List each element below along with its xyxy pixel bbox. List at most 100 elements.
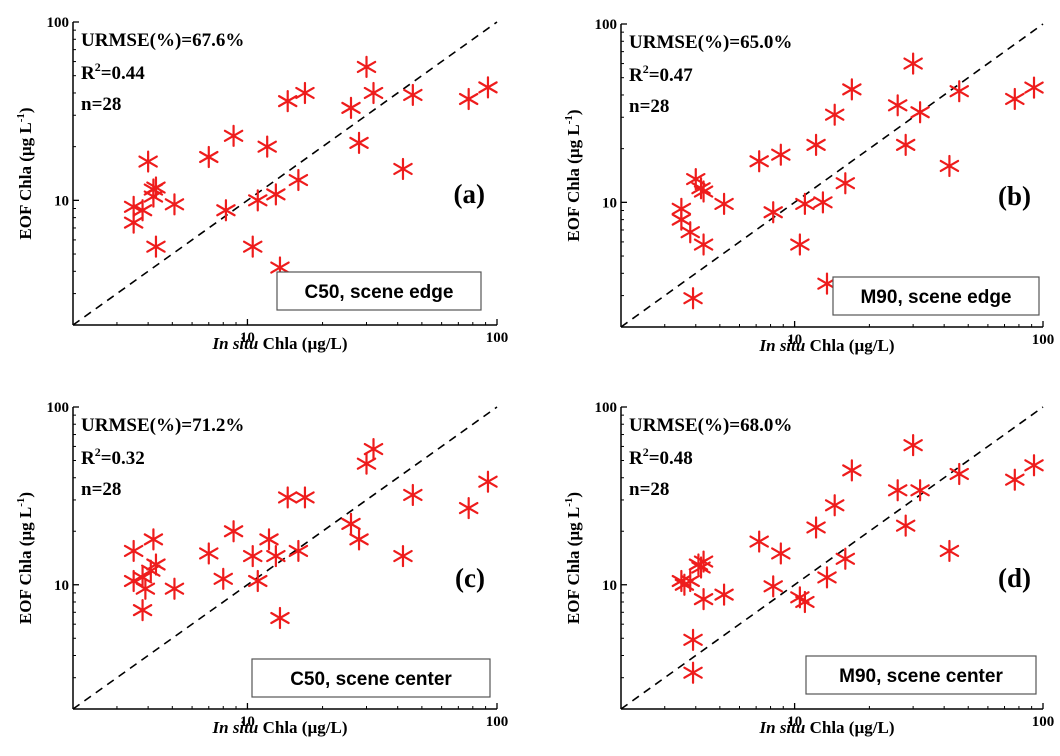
- x-tick-label: 10: [240, 714, 255, 730]
- data-point: [393, 544, 413, 568]
- data-point: [806, 516, 826, 539]
- data-point: [1005, 87, 1025, 111]
- data-point: [223, 124, 244, 147]
- scene-label-box: [276, 271, 482, 311]
- scene-label-box: [832, 276, 1040, 316]
- data-point: [132, 566, 153, 589]
- data-point: [199, 145, 219, 169]
- data-point: [123, 539, 144, 563]
- y-axis-title-main: EOF Chla (µg L: [16, 507, 35, 624]
- data-point: [216, 199, 236, 222]
- y-axis-title-end: ): [16, 492, 35, 498]
- data-point: [749, 530, 769, 553]
- data-point: [813, 191, 833, 214]
- data-point: [356, 55, 377, 79]
- x-tick-label: 100: [486, 714, 509, 730]
- panel-tag: (b): [998, 181, 1031, 211]
- data-point: [341, 512, 361, 535]
- data-point: [887, 479, 908, 502]
- x-axis-title-italic: In situ: [759, 336, 806, 355]
- chart-panel-a: 10 100 10 100 In situ Chla (µg/L) EOF Chla (µ…: [15, 15, 508, 353]
- data-point: [288, 539, 309, 563]
- data-point: [817, 566, 837, 589]
- data-point: [771, 143, 791, 166]
- y-axis-title: EOF Chla (µg L-1): [563, 109, 583, 241]
- y-axis-title-end: ): [16, 107, 35, 113]
- data-point: [123, 195, 144, 218]
- x-tick-label: 100: [1032, 714, 1055, 730]
- data-point: [363, 437, 384, 461]
- y-axis-title-sup: -1: [15, 113, 27, 122]
- data-point: [270, 606, 290, 630]
- one-to-one-line: [620, 23, 1044, 328]
- data-point: [164, 193, 185, 216]
- scene-label-box: [805, 655, 1037, 695]
- data-point: [143, 178, 164, 201]
- data-point: [683, 287, 703, 310]
- x-axis-title: In situ Chla (µg/L): [759, 336, 895, 355]
- data-point: [341, 96, 361, 119]
- data-point: [714, 192, 734, 216]
- data-point: [842, 459, 862, 482]
- x-axis-title-rest: Chla (µg/L): [258, 334, 347, 353]
- data-point: [939, 154, 960, 178]
- data-point: [242, 544, 263, 568]
- chart-panel-b: 10 100 10 100 In situ Chla (µg/L) EOF Chla (µ…: [563, 17, 1054, 355]
- data-point: [1024, 76, 1044, 99]
- data-point: [835, 547, 856, 570]
- data-point: [949, 462, 969, 486]
- data-point: [691, 556, 711, 579]
- data-point: [835, 172, 856, 195]
- data-point: [680, 221, 700, 244]
- y-tick-label: 100: [47, 15, 70, 31]
- x-axis-title-rest: Chla (µg/L): [805, 336, 894, 355]
- y-axis-title-sup: -1: [15, 498, 27, 507]
- data-point: [295, 81, 315, 105]
- data-point: [135, 577, 156, 600]
- x-axis-title-rest: Chla (µg/L): [805, 718, 894, 737]
- data-point: [939, 539, 960, 563]
- data-point: [824, 494, 845, 517]
- x-axis-title-italic: In situ: [212, 718, 259, 737]
- data-point: [671, 569, 692, 593]
- data-point: [714, 583, 734, 606]
- y-tick-label: 100: [595, 17, 618, 33]
- y-axis-title-sup: -1: [563, 498, 575, 507]
- data-point: [248, 569, 268, 593]
- data-point: [693, 588, 714, 611]
- data-point: [146, 235, 166, 258]
- data-point: [248, 189, 268, 212]
- panel-tag: (a): [454, 179, 485, 209]
- r-squared-stat: R2=0.44: [81, 60, 145, 84]
- data-point: [143, 528, 164, 551]
- x-tick-label: 10: [787, 332, 802, 348]
- data-point: [795, 590, 815, 614]
- data-point: [138, 150, 158, 173]
- data-point: [277, 486, 298, 509]
- scene-label: M90, scene edge: [860, 287, 1011, 308]
- data-point: [790, 233, 810, 256]
- chart-panel-c: 10 100 10 100 In situ Chla (µg/L) EOF Chla (µ…: [15, 400, 508, 737]
- data-point: [132, 199, 153, 222]
- data-point: [242, 235, 263, 258]
- data-point: [683, 628, 703, 651]
- y-axis-title-sup: -1: [563, 115, 575, 124]
- x-axis-title: In situ Chla (µg/L): [212, 718, 348, 737]
- data-point: [259, 528, 279, 551]
- x-axis-title-italic: In situ: [759, 718, 806, 737]
- data-point: [1005, 468, 1025, 491]
- data-point: [295, 486, 315, 509]
- sample-count-stat: n=28: [629, 479, 669, 500]
- x-tick-label: 10: [787, 714, 802, 730]
- one-to-one-line: [72, 21, 498, 326]
- data-point: [458, 87, 479, 111]
- data-point: [824, 103, 845, 126]
- x-axis-title: In situ Chla (µg/L): [759, 718, 895, 737]
- y-tick-label: 100: [595, 400, 618, 416]
- data-point: [763, 201, 783, 224]
- scene-label: C50, scene edge: [305, 282, 454, 303]
- data-point: [903, 434, 923, 457]
- data-point: [693, 233, 714, 256]
- y-axis-title-end: ): [564, 492, 583, 498]
